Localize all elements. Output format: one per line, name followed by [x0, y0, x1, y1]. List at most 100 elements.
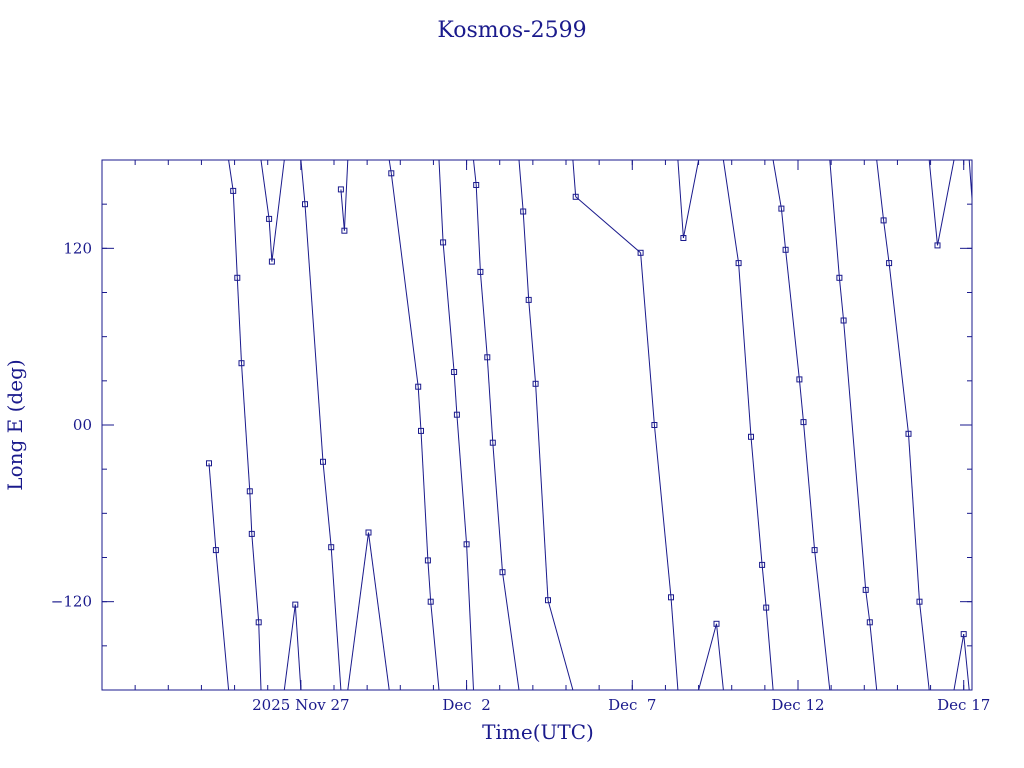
- series-segment: [228, 160, 234, 191]
- data-point: [320, 458, 326, 465]
- series-segment: [670, 597, 679, 690]
- data-point: [713, 620, 720, 627]
- series-segment: [780, 208, 787, 250]
- data-point: [680, 235, 687, 241]
- series-segment: [442, 242, 455, 373]
- series-segment: [388, 160, 392, 174]
- data-point: [248, 530, 255, 537]
- data-point: [337, 186, 344, 193]
- x-tick-label: Dec 17: [937, 696, 990, 714]
- series-segment: [738, 263, 752, 437]
- data-point: [302, 201, 308, 208]
- series-segment: [486, 357, 494, 443]
- data-point: [427, 598, 434, 605]
- series-clip: [206, 160, 1024, 690]
- data-point: [520, 208, 527, 215]
- data-point: [637, 249, 644, 256]
- series-segment: [829, 160, 840, 278]
- data-point: [916, 598, 923, 605]
- data-point: [255, 619, 262, 626]
- data-point: [453, 411, 460, 418]
- series-segment: [390, 173, 419, 387]
- series-segment: [772, 160, 782, 209]
- data-point: [234, 274, 241, 281]
- data-point: [811, 547, 818, 554]
- series-segment: [456, 414, 468, 545]
- tick-labels: 2025 Nov 27 Dec 2 Dec 7 Dec 12 Dec 17 −120 00 1…: [51, 239, 991, 714]
- series-segment: [698, 623, 717, 690]
- data-point: [266, 215, 273, 222]
- data-point: [994, 615, 999, 620]
- series-segment: [869, 622, 878, 690]
- series-segment: [522, 211, 530, 300]
- series-segment: [997, 618, 1004, 690]
- data-point: [934, 242, 941, 249]
- series-segment: [677, 160, 684, 239]
- data-point: [238, 360, 245, 367]
- x-axis-label: Time(UTC): [482, 720, 594, 744]
- y-tick-label: −120: [51, 593, 92, 611]
- series-segment: [572, 160, 577, 197]
- series-segment: [883, 220, 890, 264]
- data-point: [463, 541, 470, 548]
- data-point: [489, 439, 496, 446]
- series-segment: [343, 160, 349, 231]
- data-point: [782, 246, 789, 253]
- series-segment: [251, 533, 260, 623]
- series-segment: [865, 589, 871, 623]
- data-point: [440, 239, 447, 246]
- plot-frame: [101, 159, 973, 691]
- data-point: [230, 187, 237, 194]
- data-point: [982, 445, 987, 450]
- data-point: [388, 170, 395, 177]
- series-segment: [968, 160, 972, 206]
- data-point: [651, 422, 658, 428]
- series-segment: [492, 442, 503, 573]
- series-group: [206, 160, 1024, 690]
- data-point: [763, 604, 770, 611]
- data-point: [572, 193, 579, 200]
- data-point: [905, 430, 912, 437]
- data-point: [292, 601, 299, 608]
- y-tick-label: 00: [73, 416, 92, 434]
- series-segment: [528, 299, 537, 384]
- data-point: [206, 460, 212, 467]
- data-point: [960, 631, 967, 638]
- x-tick-label: Dec 7: [608, 696, 656, 714]
- data-point: [1012, 300, 1017, 305]
- data-point: [975, 272, 980, 277]
- series-segment: [368, 532, 390, 690]
- x-tick-label: Dec 2: [442, 696, 490, 714]
- series-segment: [258, 622, 262, 690]
- data-point: [735, 260, 742, 267]
- data-point: [525, 296, 532, 303]
- data-point: [415, 383, 422, 390]
- series-segment: [215, 550, 230, 690]
- x-tick-label: 2025 Nov 27: [252, 696, 349, 714]
- series-segment: [260, 160, 270, 219]
- series-segment: [888, 263, 909, 434]
- series-segment: [453, 371, 458, 415]
- data-point: [451, 369, 458, 375]
- data-point: [365, 529, 372, 536]
- series-segment: [876, 160, 885, 221]
- series-segment: [271, 160, 285, 262]
- data-point: [866, 619, 873, 626]
- series-segment: [232, 190, 238, 278]
- series-segment: [535, 383, 549, 601]
- series-segment: [765, 607, 774, 690]
- series-segment: [722, 160, 740, 264]
- data-point: [477, 268, 484, 275]
- data-point: [424, 557, 431, 564]
- data-point: [759, 561, 766, 568]
- series-segment: [838, 277, 845, 321]
- data-point: [840, 317, 847, 324]
- series-segment: [466, 544, 474, 690]
- series-segment: [978, 275, 985, 447]
- series-segment: [1015, 160, 1024, 303]
- series-segment: [438, 160, 444, 243]
- series-segment: [283, 604, 296, 690]
- data-point: [341, 227, 348, 234]
- series-segment: [427, 560, 432, 602]
